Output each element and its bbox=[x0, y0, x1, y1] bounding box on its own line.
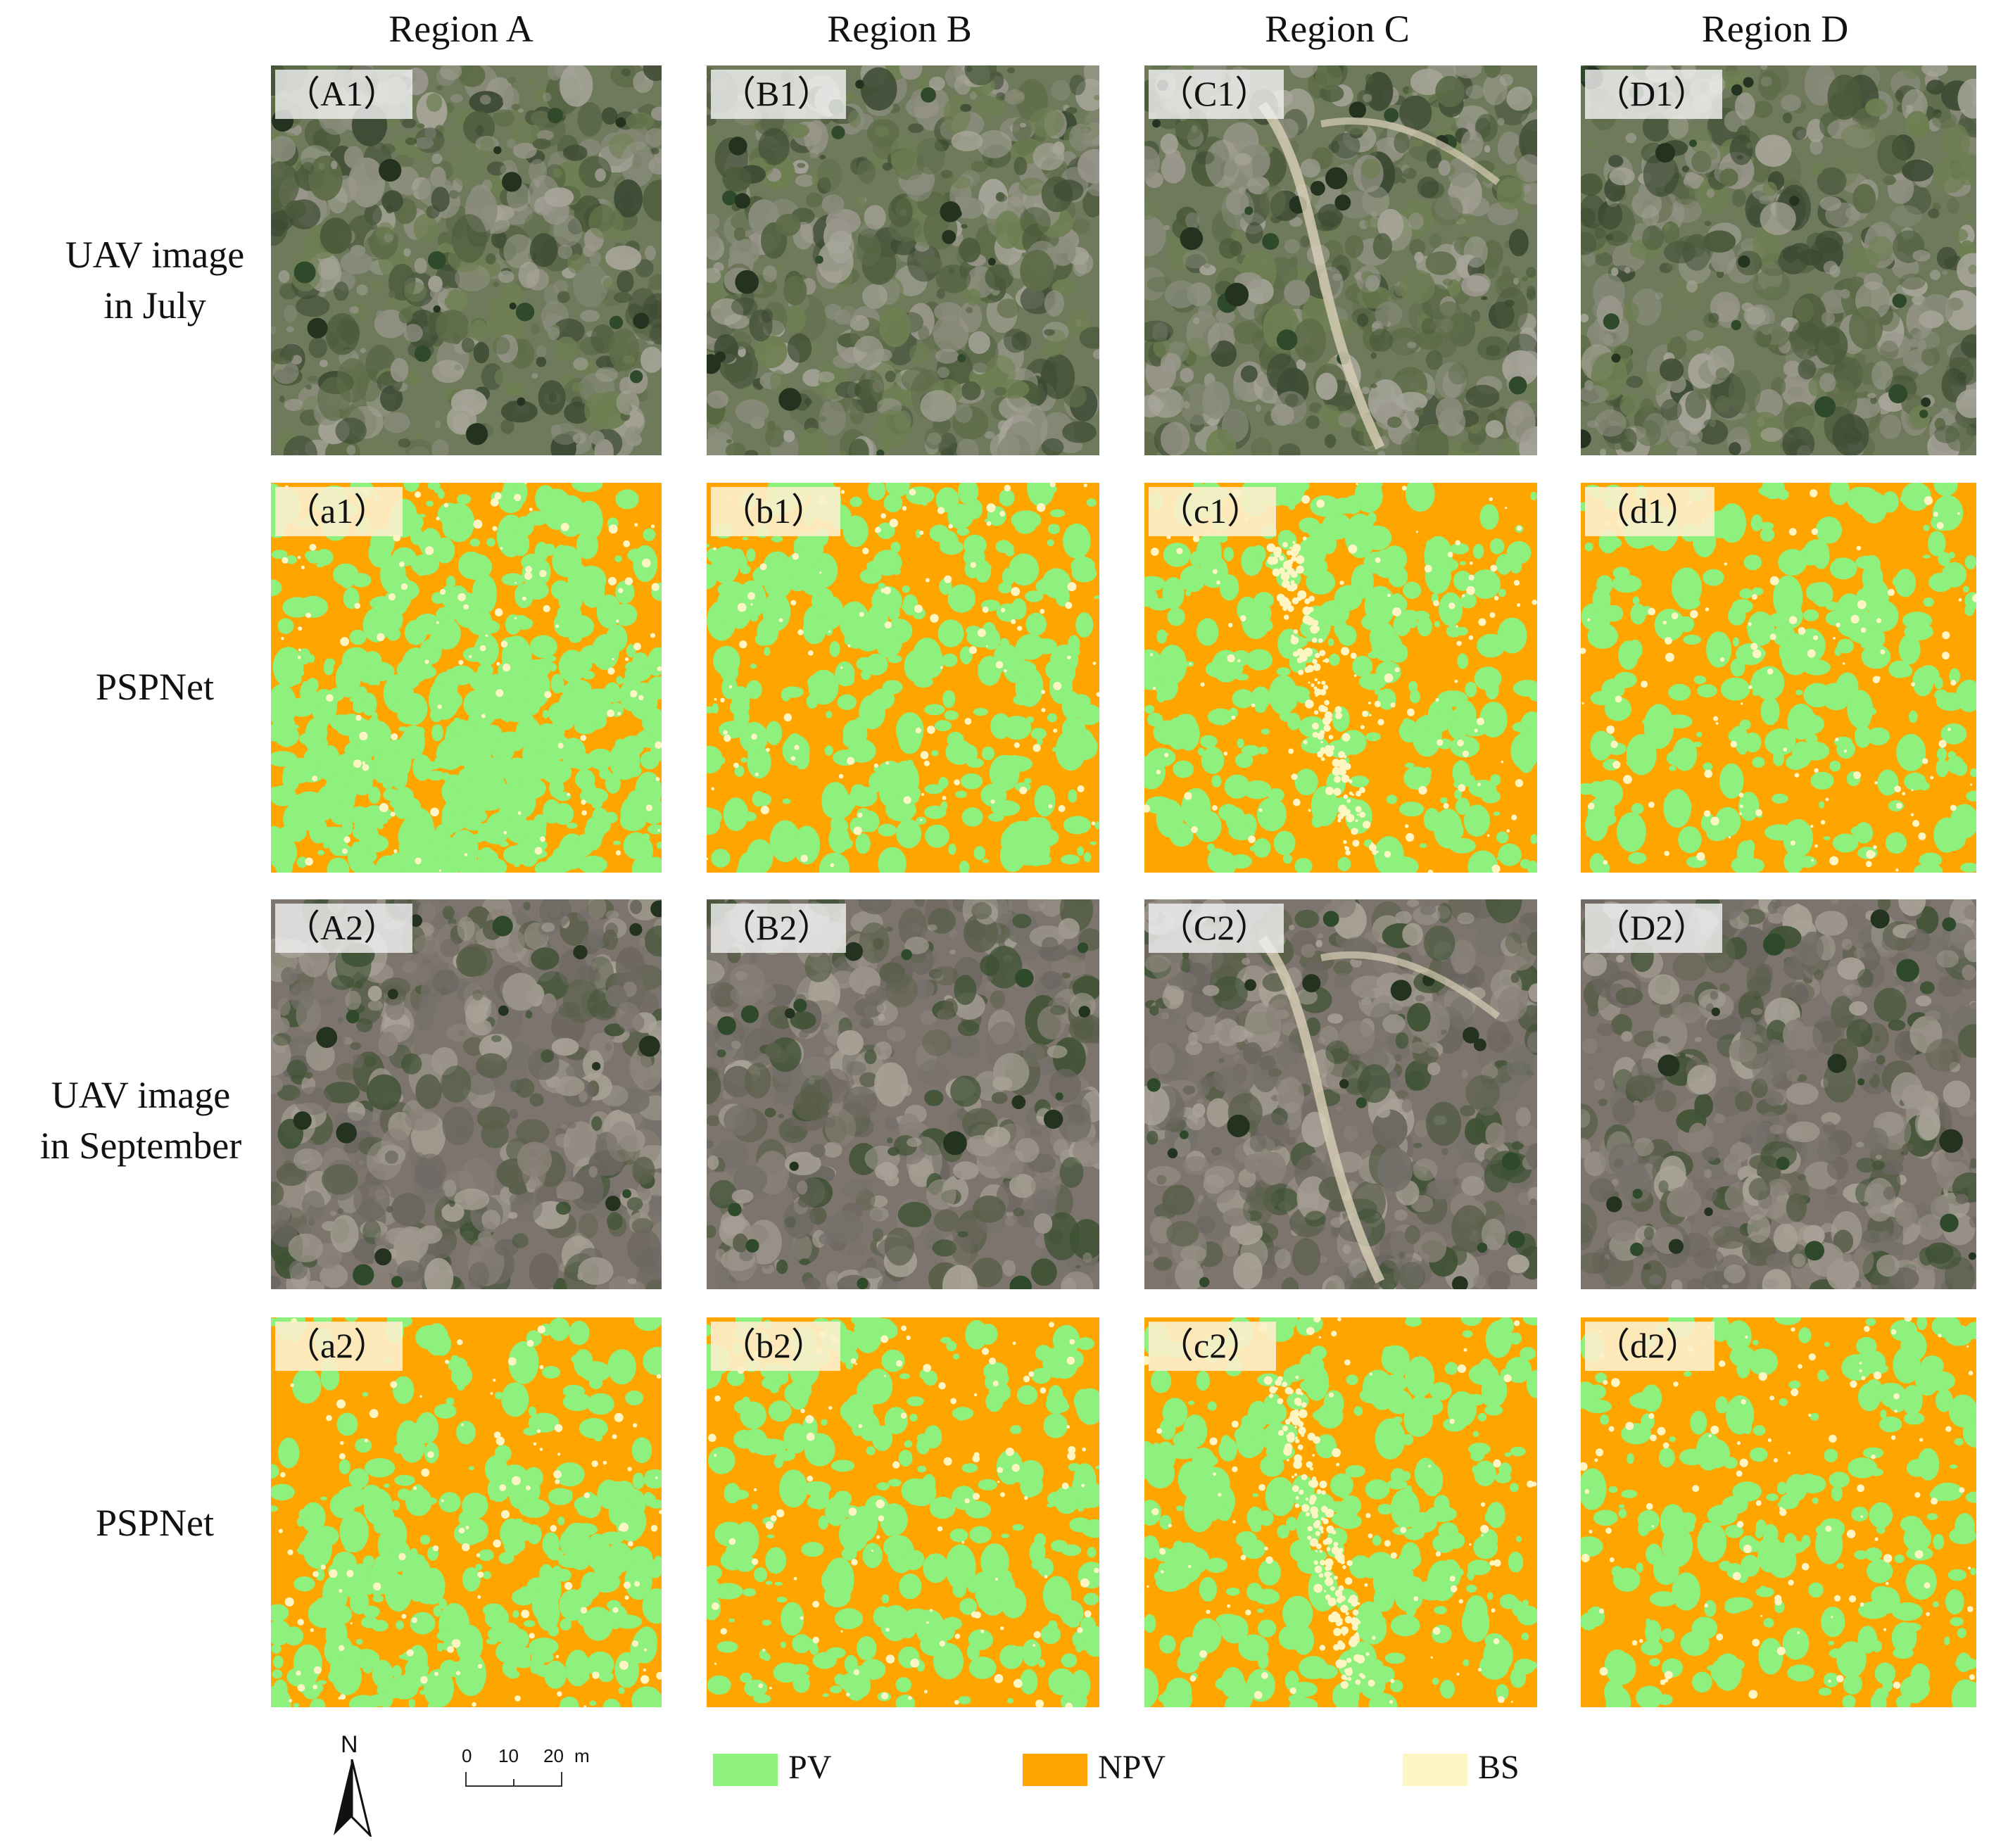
scale-tick-10: 10 bbox=[498, 1745, 519, 1766]
panel-tag: （D1） bbox=[1585, 70, 1723, 119]
scale-bar-line bbox=[465, 1772, 562, 1787]
uav-image-d-september: （D2） bbox=[1581, 899, 1976, 1289]
scale-unit: m bbox=[574, 1745, 590, 1766]
uav-image-a-september: （A2） bbox=[271, 899, 662, 1289]
classification-map-c-july: （c1） bbox=[1144, 483, 1537, 873]
scale-tick-0: 0 bbox=[462, 1745, 472, 1766]
column-header-region-b: Region B bbox=[827, 8, 972, 50]
panel-tag: （b2） bbox=[711, 1322, 840, 1371]
north-arrow-icon bbox=[334, 1759, 372, 1837]
row-label-uav-september: UAV image in September bbox=[14, 1070, 267, 1171]
panel-tag: （C2） bbox=[1149, 904, 1284, 953]
classification-map-a-july: （a1） bbox=[271, 483, 662, 873]
classification-map-d-september: （d2） bbox=[1581, 1317, 1976, 1707]
panel-tag: （A2） bbox=[275, 904, 413, 953]
panel-tag: （C1） bbox=[1149, 70, 1284, 119]
legend-swatch-pv bbox=[713, 1754, 778, 1786]
row-label-pspnet-july: PSPNet bbox=[28, 662, 282, 712]
north-arrow: N bbox=[331, 1731, 373, 1837]
column-header-region-a: Region A bbox=[389, 8, 533, 50]
scale-bar: 0 10 20 m bbox=[457, 1745, 612, 1802]
row-label-line: UAV image bbox=[51, 1074, 231, 1116]
classification-map-a-september: （a2） bbox=[271, 1317, 662, 1707]
uav-image-a-july: （A1） bbox=[271, 65, 662, 455]
uav-image-d-july: （D1） bbox=[1581, 65, 1976, 455]
row-label-pspnet-september: PSPNet bbox=[28, 1498, 282, 1548]
panel-tag: （d1） bbox=[1585, 487, 1715, 536]
column-header-region-c: Region C bbox=[1265, 8, 1410, 50]
classification-map-b-july: （b1） bbox=[707, 483, 1099, 873]
panel-tag: （a1） bbox=[275, 487, 403, 536]
uav-image-b-july: （B1） bbox=[707, 65, 1099, 455]
row-label-uav-july: UAV image in July bbox=[28, 229, 282, 331]
panel-tag: （c1） bbox=[1149, 487, 1277, 536]
classification-map-c-september: （c2） bbox=[1144, 1317, 1537, 1707]
legend-swatch-bs bbox=[1403, 1754, 1467, 1786]
row-label-line: PSPNet bbox=[95, 666, 215, 708]
row-label-line: in July bbox=[103, 284, 206, 327]
uav-image-b-september: （B2） bbox=[707, 899, 1099, 1289]
panel-tag: （D2） bbox=[1585, 904, 1723, 953]
panel-tag: （A1） bbox=[275, 70, 413, 119]
legend-label-bs: BS bbox=[1478, 1749, 1520, 1786]
panel-tag: （b1） bbox=[711, 487, 840, 536]
panel-tag: （d2） bbox=[1585, 1322, 1715, 1371]
classification-map-d-july: （d1） bbox=[1581, 483, 1976, 873]
panel-tag: （B1） bbox=[711, 70, 847, 119]
legend-label-pv: PV bbox=[788, 1749, 832, 1786]
panel-tag: （a2） bbox=[275, 1322, 403, 1371]
scale-tick-20: 20 bbox=[543, 1745, 564, 1766]
panel-tag: （B2） bbox=[711, 904, 847, 953]
legend-label-npv: NPV bbox=[1098, 1749, 1166, 1786]
uav-image-c-july: （C1） bbox=[1144, 65, 1537, 455]
column-header-region-d: Region D bbox=[1701, 8, 1849, 50]
north-arrow-label: N bbox=[341, 1731, 358, 1758]
uav-image-c-september: （C2） bbox=[1144, 899, 1537, 1289]
panel-tag: （c2） bbox=[1149, 1322, 1277, 1371]
row-label-line: PSPNet bbox=[95, 1502, 215, 1544]
row-label-line: in September bbox=[39, 1125, 242, 1167]
classification-map-b-september: （b2） bbox=[707, 1317, 1099, 1707]
row-label-line: UAV image bbox=[65, 234, 245, 276]
legend-swatch-npv bbox=[1023, 1754, 1087, 1786]
